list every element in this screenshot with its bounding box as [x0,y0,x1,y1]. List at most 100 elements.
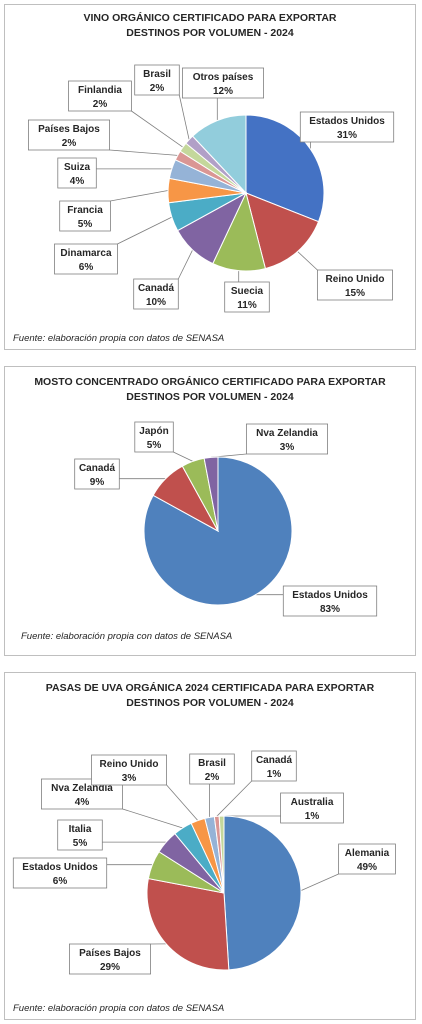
chart-source: Fuente: elaboración propia con datos de … [21,631,233,642]
data-label-box [316,269,393,301]
data-label-box [134,64,180,96]
chart-title: VINO ORGÁNICO CERTIFICADO PARA EXPORTAR … [5,11,415,41]
pie-labels: Estados Unidos 83% Canadá 9% Japón 5% Nva Zela… [74,421,378,617]
leader-line [216,780,252,817]
data-label-box [181,67,264,99]
data-label-box [74,458,120,490]
pie-chart-vino: Estados Unidos 31% Reino Unido 15% Suecia 11%… [27,64,395,313]
pie-slices [146,815,302,971]
data-label-percent: 11% [237,300,257,311]
data-label-name: Suiza [64,162,91,173]
data-label-name: Canadá [138,283,175,294]
data-label-percent: 2% [205,772,220,783]
chart-subtitle-line: DESTINOS POR VOLUMEN - 2024 [126,391,294,403]
data-label-percent: 5% [147,440,162,451]
data-label-percent: 4% [75,797,90,808]
data-label-percent: 9% [90,477,105,488]
data-label-name: Estados Unidos [22,862,98,873]
data-label-percent: 3% [122,773,137,784]
data-label-box [189,753,235,785]
leader-line [297,251,318,271]
data-label-box [282,585,378,617]
pie-slice [223,815,302,971]
data-label-box [27,119,110,151]
data-label-percent: 5% [78,219,93,230]
leader-line [109,149,178,156]
data-label-name: Dinamarca [60,248,112,259]
data-label-percent: 2% [93,99,108,110]
data-label-name: Italia [69,824,92,835]
data-label-box [54,243,118,275]
data-label-percent: 2% [150,83,165,94]
data-label-name: Brasil [198,758,226,769]
data-label-box [57,157,97,189]
data-label-percent: 15% [345,288,365,299]
chart-title-line: MOSTO CONCENTRADO ORGÁNICO CERTIFICADO P… [34,376,386,388]
chart-source: Fuente: elaboración propia con datos de … [13,1003,225,1014]
pie-slice [245,192,320,270]
data-label-box [69,943,151,975]
leader-line [300,873,339,891]
pie-slice [203,456,219,532]
data-label-percent: 12% [213,86,233,97]
data-label-box [245,423,328,455]
data-label-name: Estados Unidos [292,590,368,601]
data-label-percent: 2% [62,138,77,149]
chart-source: Fuente: elaboración propia con datos de … [13,333,225,344]
data-label-box [338,843,396,875]
leader-line [117,216,172,245]
pie-chart-mosto: Estados Unidos 83% Canadá 9% Japón 5% Nva Zela… [74,421,378,617]
data-label-name: Nva Zelandia [51,783,113,794]
data-label-box [133,278,179,310]
leader-line [166,784,199,821]
chart-panel-mosto: MOSTO CONCENTRADO ORGÁNICO CERTIFICADO P… [4,366,416,656]
data-label-percent: 10% [146,297,166,308]
pie-slice [218,815,225,894]
data-label-percent: 31% [337,130,357,141]
data-label-percent: 5% [73,838,88,849]
pie-slices [167,114,325,272]
chart-title-line: PASAS DE UVA ORGÁNICA 2024 CERTIFICADA P… [45,682,375,694]
chart-subtitle-line: DESTINOS POR VOLUMEN - 2024 [126,27,294,39]
data-label-percent: 1% [267,769,282,780]
leader-line [173,451,194,462]
pie-slice [146,877,230,971]
pie-slice [143,456,293,606]
data-label-box [251,750,297,782]
data-label-name: Francia [67,205,103,216]
data-label-box [68,80,132,112]
data-label-name: Alemania [345,848,390,859]
data-label-name: Reino Unido [100,759,159,770]
data-label-name: Canadá [256,755,293,766]
data-label-name: Países Bajos [79,948,141,959]
data-label-percent: 6% [53,876,68,887]
leader-lines [102,780,339,945]
chart-title-line: VINO ORGÁNICO CERTIFICADO PARA EXPORTAR [83,12,337,24]
data-label-percent: 6% [79,262,94,273]
chart-panel-vino: VINO ORGÁNICO CERTIFICADO PARA EXPORTAR … [4,4,416,350]
pie-labels: Estados Unidos 31% Reino Unido 15% Suecia 11%… [27,64,395,313]
data-label-box [59,200,111,232]
data-label-name: Reino Unido [326,274,385,285]
data-label-box [299,111,395,143]
data-label-percent: 1% [305,811,320,822]
data-label-name: Nva Zelandia [256,428,318,439]
chart-title: PASAS DE UVA ORGÁNICA 2024 CERTIFICADA P… [5,681,415,711]
data-label-name: Países Bajos [38,124,100,135]
leader-line [131,110,184,148]
data-label-name: Suecia [231,286,264,297]
data-label-name: Estados Unidos [309,116,385,127]
data-label-box [224,281,270,313]
data-label-box [91,754,167,786]
leader-line [178,94,190,140]
data-label-name: Brasil [143,69,171,80]
leader-line [177,249,193,280]
data-label-percent: 3% [280,442,295,453]
leader-line [110,190,169,202]
data-label-name: Finlandia [78,85,122,96]
data-label-percent: 49% [357,862,377,873]
data-label-name: Japón [139,426,168,437]
pie-slice [191,114,247,195]
data-label-percent: 29% [100,962,120,973]
chart-subtitle-line: DESTINOS POR VOLUMEN - 2024 [126,697,294,709]
